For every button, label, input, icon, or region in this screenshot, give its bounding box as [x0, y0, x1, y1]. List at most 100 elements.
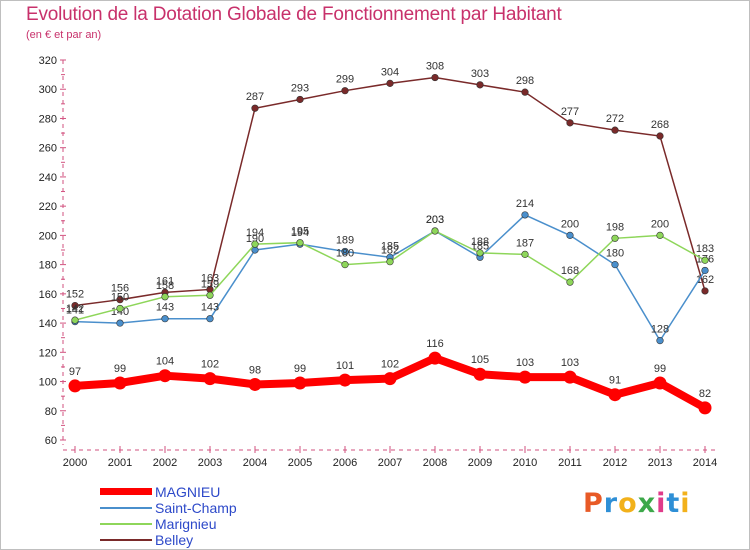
legend-swatch-magnieu	[100, 488, 152, 495]
x-tick-label: 2009	[468, 457, 492, 469]
legend-label-saint-champ: Saint-Champ	[155, 500, 237, 516]
data-label-magnieu: 97	[69, 366, 81, 378]
data-label-marignieu: 159	[201, 278, 219, 290]
x-tick-label: 2003	[198, 457, 222, 469]
data-label-magnieu: 116	[426, 338, 444, 350]
logo-letter: i	[656, 488, 667, 519]
data-label-belley: 298	[516, 75, 534, 87]
data-label-belley: 303	[471, 68, 489, 80]
data-point-belley	[116, 296, 124, 304]
x-tick-label: 2012	[603, 457, 627, 469]
data-label-belley: 156	[111, 283, 129, 295]
x-tick-label: 2002	[153, 457, 177, 469]
legend-swatch-saint-champ	[100, 507, 152, 509]
data-label-saint-champ: 190	[246, 233, 264, 245]
data-label-belley: 268	[651, 119, 669, 131]
data-point-belley	[431, 73, 439, 82]
logo-letter: t	[666, 488, 681, 519]
data-label-belley: 161	[156, 275, 174, 287]
data-point-marignieu	[476, 249, 484, 257]
series-belley: 152 156 161 163 287 293 299 304 308 303 298 277 272 2…	[66, 61, 714, 310]
data-point-saint-champ	[206, 315, 214, 323]
data-label-belley: 152	[66, 289, 84, 301]
series-magnieu: 97 99 104 102 98 99 101 102 116 105 103 103 91 99 82	[68, 338, 712, 415]
data-point-belley	[386, 79, 394, 87]
data-label-magnieu: 99	[654, 363, 666, 375]
y-tick-label: 300	[39, 84, 57, 96]
x-tick-label: 2014	[693, 457, 717, 469]
legend-label-belley: Belley	[155, 532, 194, 548]
data-label-marignieu: 194	[246, 227, 264, 239]
y-tick-label: 280	[39, 113, 57, 125]
y-tick-label: 140	[39, 318, 57, 330]
data-label-marignieu: 168	[561, 265, 579, 277]
data-point-belley	[521, 88, 529, 96]
data-point-belley	[701, 287, 709, 295]
data-point-magnieu	[113, 376, 127, 390]
data-point-magnieu	[698, 401, 712, 415]
x-tick-label: 2008	[423, 457, 447, 469]
data-label-magnieu: 103	[561, 357, 579, 369]
chart-subtitle: (en € et par an)	[26, 29, 102, 41]
data-point-saint-champ	[341, 247, 349, 256]
data-label-belley: 272	[606, 113, 624, 125]
data-point-magnieu	[428, 351, 442, 365]
data-point-marignieu	[611, 234, 619, 242]
data-label-saint-champ: 143	[201, 302, 219, 314]
data-label-magnieu: 101	[336, 360, 354, 372]
data-label-saint-champ: 180	[606, 248, 624, 260]
logo-letter: P	[583, 488, 604, 519]
data-point-saint-champ	[701, 266, 709, 275]
y-tick-label: 180	[39, 260, 57, 272]
data-label-saint-champ: 194	[291, 227, 309, 239]
data-point-marignieu	[386, 258, 394, 266]
data-label-saint-champ: 143	[156, 302, 174, 314]
y-tick-label: 320	[39, 55, 57, 67]
chart-axes: 60 80 100 120 140 160 180 200 220 240 260 280 300 320…	[39, 55, 718, 469]
data-label-belley: 287	[246, 91, 264, 103]
data-label-saint-champ: 128	[651, 324, 669, 336]
data-point-marignieu	[521, 250, 529, 258]
data-point-magnieu	[338, 373, 352, 387]
data-label-marignieu: 158	[156, 280, 174, 292]
data-point-magnieu	[68, 379, 82, 393]
data-point-marignieu	[431, 227, 439, 235]
x-tick-label: 2005	[288, 457, 312, 469]
data-label-marignieu: 150	[111, 291, 129, 303]
logo-letter: i	[680, 488, 691, 519]
data-label-magnieu: 99	[294, 363, 306, 375]
data-label-belley: 299	[336, 74, 354, 86]
data-label-magnieu: 82	[699, 388, 711, 400]
legend-label-marignieu: Marignieu	[155, 516, 217, 532]
logo-letter: r	[603, 488, 619, 519]
data-label-saint-champ: 214	[516, 198, 534, 210]
data-point-marignieu	[566, 278, 574, 286]
data-label-marignieu: 200	[651, 218, 669, 230]
legend-label-magnieu: MAGNIEU	[155, 484, 221, 500]
data-point-saint-champ	[116, 319, 124, 327]
data-point-belley	[476, 81, 484, 89]
data-label-magnieu: 105	[471, 354, 489, 366]
data-point-magnieu	[203, 372, 217, 386]
x-tick-label: 2000	[63, 457, 87, 469]
data-label-magnieu: 104	[156, 356, 174, 368]
data-label-saint-champ: 189	[336, 234, 354, 246]
data-label-marignieu: 203	[426, 214, 444, 226]
x-tick-label: 2006	[333, 457, 357, 469]
series-line-belley	[74, 76, 706, 307]
logo-letter: o	[618, 488, 638, 519]
chart-title: Evolution de la Dotation Globale de Fonc…	[26, 4, 562, 25]
data-point-belley	[611, 126, 619, 134]
legend-swatch-marignieu	[100, 523, 152, 525]
data-point-marignieu	[656, 231, 664, 239]
data-point-belley	[251, 104, 259, 112]
data-point-magnieu	[293, 376, 307, 390]
data-point-saint-champ	[656, 337, 664, 345]
data-label-saint-champ: 185	[471, 240, 489, 252]
data-label-marignieu: 188	[471, 236, 489, 248]
data-point-belley	[656, 132, 664, 140]
data-point-magnieu	[383, 372, 397, 386]
data-point-magnieu	[653, 376, 667, 390]
data-label-belley: 163	[201, 272, 219, 284]
